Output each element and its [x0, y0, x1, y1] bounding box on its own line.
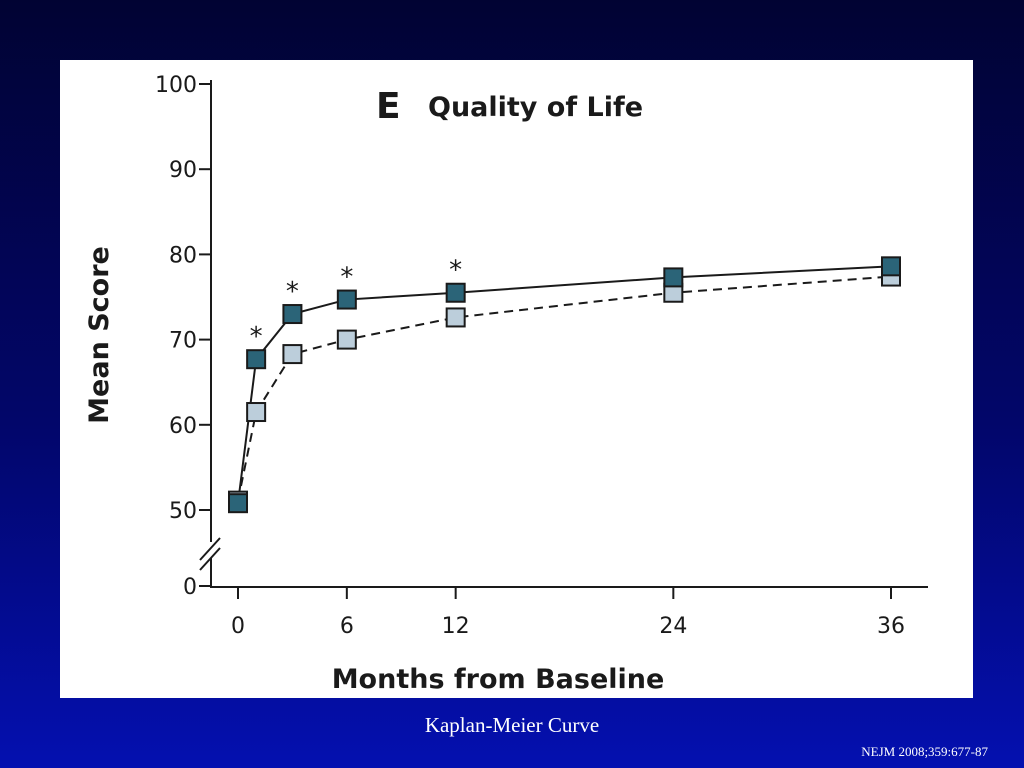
- slide-caption: Kaplan-Meier Curve: [424, 713, 600, 737]
- data-point-dashed-series: [336, 329, 357, 350]
- axis-break-mark: [199, 537, 221, 561]
- significance-asterisk: *: [286, 277, 299, 307]
- data-point-solid-series: [228, 493, 248, 514]
- chart-title: Quality of Life: [428, 92, 643, 123]
- y-tick-label: 60: [169, 414, 197, 439]
- y-axis-label: Mean Score: [84, 246, 115, 424]
- data-point-solid-series: [881, 256, 901, 277]
- x-tick-label: 12: [442, 614, 470, 639]
- x-tick-label: 0: [231, 614, 245, 639]
- panel-letter: E: [376, 86, 401, 127]
- data-point-solid-series: [336, 289, 357, 310]
- data-point-dashed-series: [246, 402, 267, 423]
- y-tick-label: 80: [169, 243, 197, 268]
- series-line-dashed: [237, 275, 892, 501]
- data-point-solid-series: [246, 349, 267, 370]
- data-point-dashed-series: [445, 307, 466, 328]
- data-point-solid-series: [282, 304, 303, 325]
- x-tick-label: 24: [659, 614, 687, 639]
- data-point-dashed-series: [282, 344, 303, 365]
- y-tick-label: 90: [169, 158, 197, 183]
- y-tick-label: 50: [169, 499, 197, 524]
- x-tick-label: 36: [877, 614, 905, 639]
- y-tick-label: 70: [169, 329, 197, 354]
- citation: NEJM 2008;359:677-87: [861, 744, 988, 759]
- quality-of-life-chart: E Quality of Life Months from Baseline M…: [84, 73, 928, 695]
- axis-break-mark: [199, 547, 221, 571]
- significance-asterisk: *: [250, 322, 263, 352]
- data-point-solid-series: [663, 267, 684, 288]
- significance-asterisk: *: [449, 256, 462, 286]
- data-point-solid-series: [445, 282, 466, 303]
- significance-asterisk: *: [340, 263, 353, 293]
- series-line-solid: [237, 265, 892, 504]
- plot-area: 0 50 60 70 80 90 100 0 6 12 24 36 * * * *: [155, 73, 928, 639]
- x-tick-label: 6: [340, 614, 354, 639]
- y-tick-label: 100: [155, 73, 197, 98]
- x-axis-label: Months from Baseline: [332, 664, 665, 695]
- chart-panel: E Quality of Life Months from Baseline M…: [60, 60, 973, 698]
- y-tick-label: 0: [183, 575, 197, 600]
